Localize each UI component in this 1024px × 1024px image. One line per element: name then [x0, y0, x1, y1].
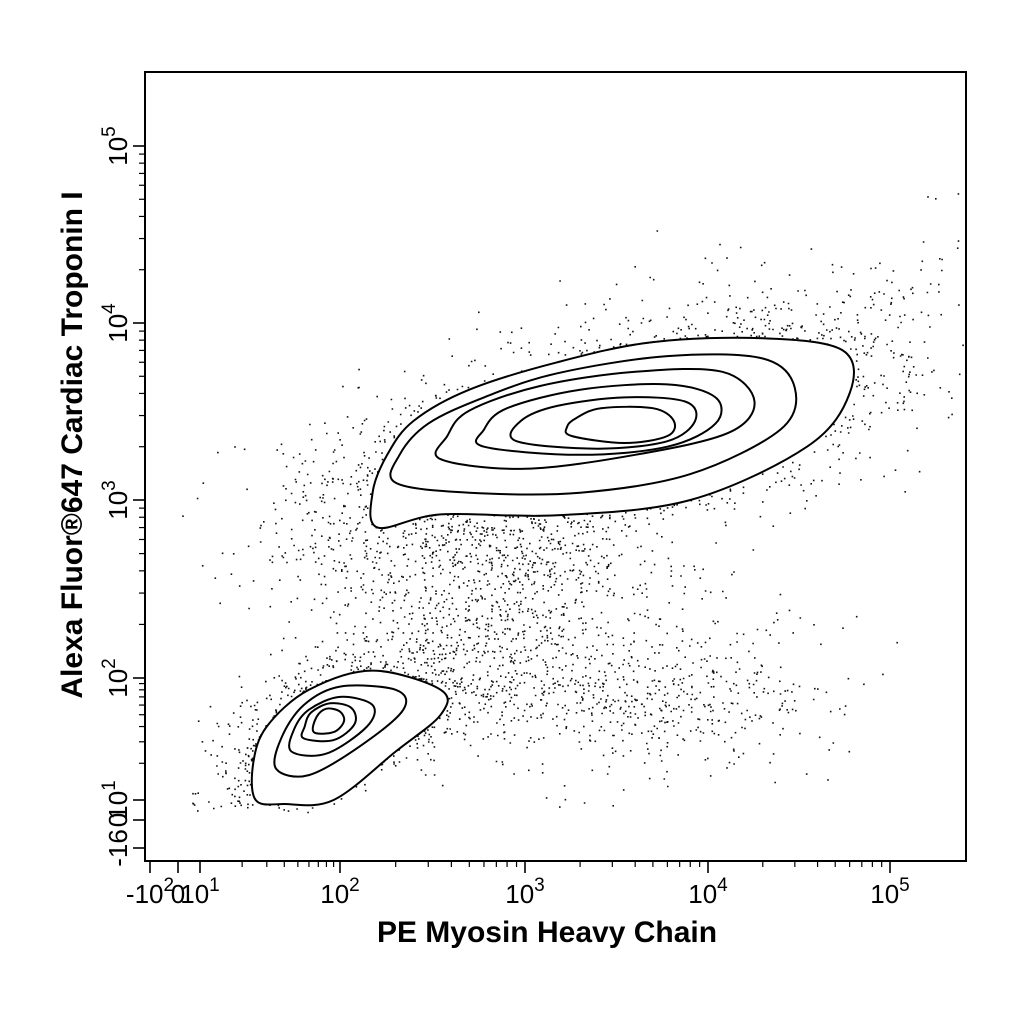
- x-tick-label: 101: [180, 875, 220, 909]
- x-tick-label: 103: [505, 875, 545, 909]
- contour-level-4-population-1: [474, 383, 723, 456]
- contour-level-4-population-2: [300, 702, 357, 743]
- contour-level-1-population-2: [250, 669, 449, 807]
- x-tick-label: 104: [688, 875, 728, 909]
- x-axis-title: PE Myosin Heavy Chain: [377, 916, 717, 949]
- x-tick-label: 102: [320, 875, 360, 909]
- y-tick-label: 101: [99, 780, 133, 820]
- contour-level-5-population-2: [311, 707, 346, 735]
- plot-frame: [144, 71, 967, 862]
- contour-level-5-population-1: [509, 396, 698, 450]
- contour-level-6-population-1: [564, 405, 676, 445]
- y-tick-label: -16: [103, 829, 133, 867]
- contour-level-2-population-2: [273, 684, 408, 778]
- y-tick-label: 102: [99, 658, 133, 698]
- y-tick-label: 105: [99, 126, 133, 166]
- x-tick-label: 0: [171, 879, 185, 909]
- contour-level-1-population-1: [369, 336, 855, 530]
- y-tick-label: 0: [103, 813, 133, 827]
- density-contours: [250, 336, 855, 807]
- y-tick-label: 104: [99, 303, 133, 343]
- x-tick-label: -102: [126, 875, 174, 909]
- y-axis-title: Alexa Fluor®647 Cardiac Troponin I: [56, 191, 89, 698]
- y-tick-label: 103: [99, 480, 133, 520]
- contour-level-3-population-1: [434, 367, 756, 470]
- x-tick-label: 105: [870, 875, 910, 909]
- contour-level-3-population-2: [288, 695, 376, 757]
- contour-level-2-population-1: [389, 353, 798, 496]
